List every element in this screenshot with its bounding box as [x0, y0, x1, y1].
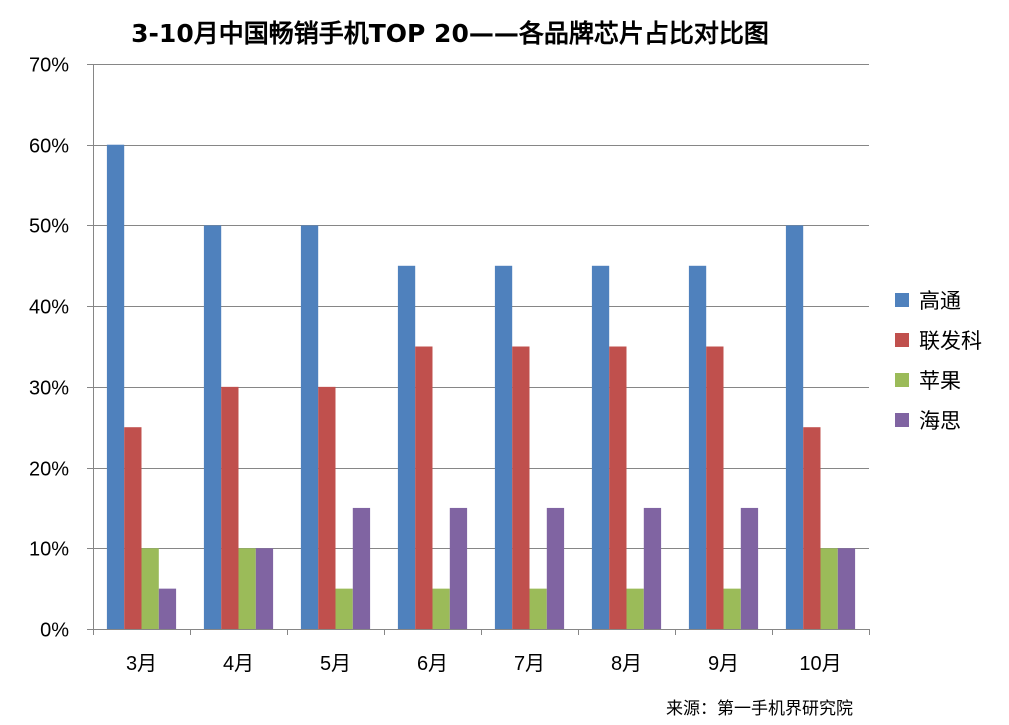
bar — [141, 548, 159, 629]
y-tick-label: 0% — [40, 620, 69, 642]
x-tick-label: 3月 — [126, 653, 157, 675]
x-tick-labels: 3月 4月 5月 6月 7月 8月 9月 10月 — [126, 653, 842, 675]
bar — [609, 346, 627, 629]
bar — [318, 386, 336, 629]
source-note: 来源：第一手机界研究院 — [666, 699, 853, 719]
legend-swatch — [895, 373, 909, 387]
legend-label: 联发科 — [919, 329, 982, 353]
y-tick-label: 10% — [29, 539, 69, 561]
bar — [785, 225, 804, 629]
y-tick-labels: 0% 10% 20% 30% 40% 50% 60% 70% — [29, 55, 69, 642]
x-tick-label: 5月 — [320, 653, 351, 675]
legend-label: 高通 — [919, 289, 961, 313]
bar — [158, 588, 177, 629]
bar — [397, 265, 416, 629]
x-tick-label: 7月 — [514, 653, 545, 675]
y-tick-label: 20% — [29, 459, 69, 481]
bar — [740, 507, 759, 629]
bar — [643, 507, 662, 629]
bar — [352, 507, 371, 629]
legend-label: 海思 — [919, 409, 961, 433]
y-tick-label: 60% — [29, 136, 69, 158]
bar — [221, 386, 239, 629]
bar — [529, 588, 547, 629]
legend-swatch — [895, 333, 909, 347]
bar — [803, 427, 821, 629]
x-tick-label: 6月 — [417, 653, 448, 675]
bar — [255, 548, 274, 629]
bar — [432, 588, 450, 629]
bar — [203, 225, 222, 629]
bar — [494, 265, 513, 629]
bar — [546, 507, 565, 629]
bar — [415, 346, 433, 629]
bar — [626, 588, 644, 629]
axes — [87, 64, 870, 635]
legend-label: 苹果 — [919, 369, 961, 393]
bar — [106, 144, 125, 629]
bar — [723, 588, 741, 629]
y-tick-label: 40% — [29, 297, 69, 319]
bar — [706, 346, 724, 629]
y-tick-label: 70% — [29, 55, 69, 77]
bar — [449, 507, 468, 629]
bar — [238, 548, 256, 629]
bar — [820, 548, 838, 629]
bar — [837, 548, 856, 629]
bar — [688, 265, 707, 629]
y-tick-label: 50% — [29, 216, 69, 238]
bar — [512, 346, 530, 629]
chart-title: 3-10月中国畅销手机TOP 20——各品牌芯片占比对比图 — [131, 19, 769, 48]
x-tick-label: 10月 — [799, 653, 841, 675]
x-tick-label: 9月 — [708, 653, 739, 675]
legend-swatch — [895, 413, 909, 427]
x-tick-label: 8月 — [611, 653, 642, 675]
legend-swatch — [895, 293, 909, 307]
bars — [106, 144, 856, 629]
y-tick-label: 30% — [29, 378, 69, 400]
bar — [300, 225, 319, 629]
bar — [335, 588, 353, 629]
x-tick-label: 4月 — [223, 653, 254, 675]
bar — [591, 265, 610, 629]
bar — [124, 427, 142, 629]
